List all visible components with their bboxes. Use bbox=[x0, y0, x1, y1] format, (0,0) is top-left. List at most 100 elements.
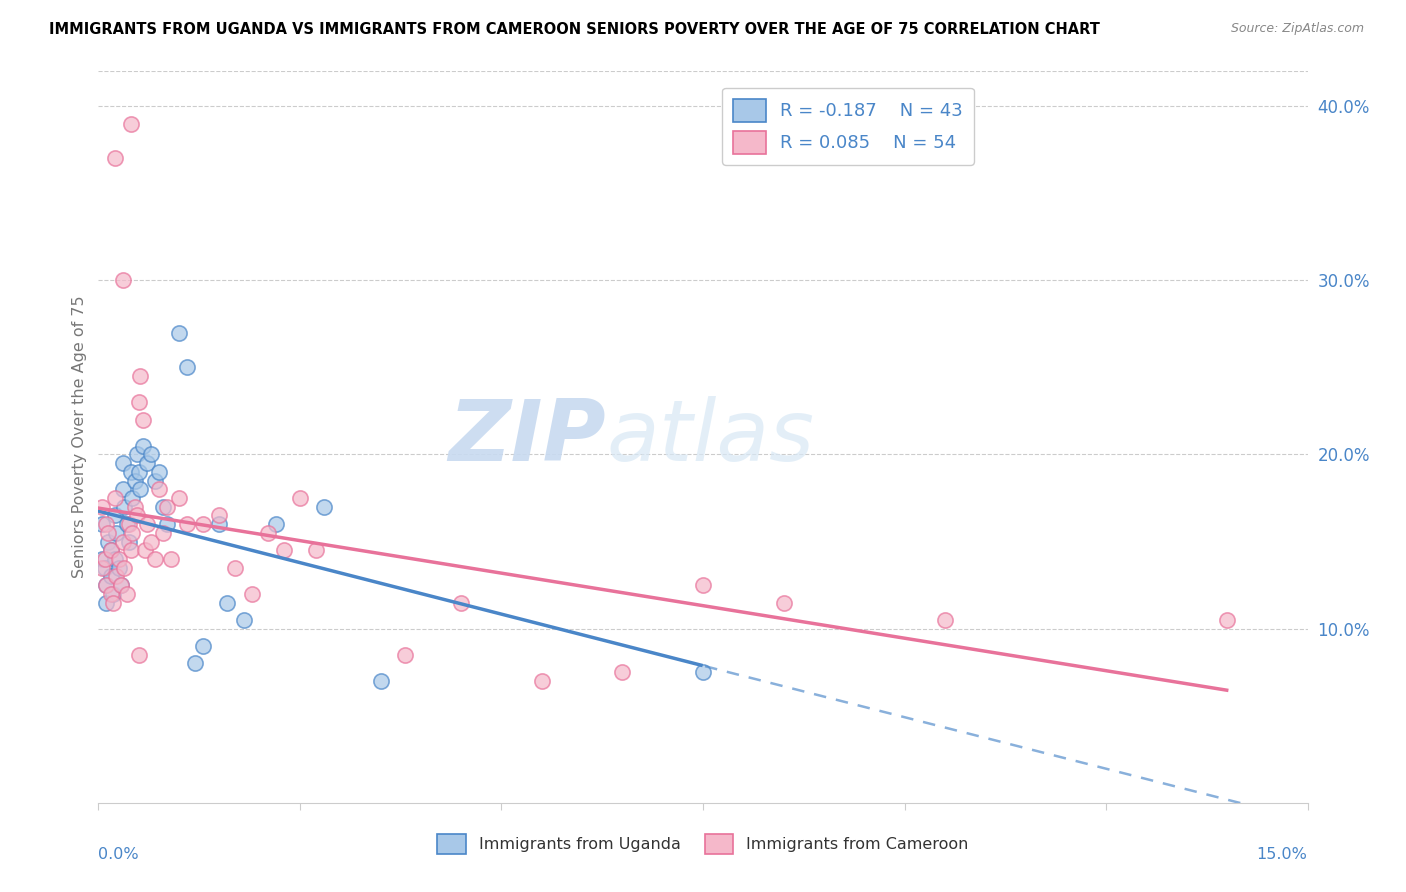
Point bbox=[132, 412, 155, 426]
Point bbox=[160, 552, 183, 566]
Point bbox=[124, 500, 146, 514]
Point bbox=[232, 613, 254, 627]
Point bbox=[107, 560, 129, 574]
Point bbox=[103, 508, 125, 523]
Point bbox=[143, 552, 166, 566]
Point bbox=[1216, 613, 1239, 627]
Point bbox=[370, 673, 392, 688]
Point bbox=[115, 517, 138, 532]
Point bbox=[530, 673, 553, 688]
Point bbox=[103, 491, 125, 505]
Point bbox=[96, 517, 118, 532]
Point bbox=[100, 587, 122, 601]
Point bbox=[107, 552, 129, 566]
Point bbox=[128, 395, 150, 409]
Point bbox=[692, 578, 714, 592]
Point bbox=[91, 517, 114, 532]
Point bbox=[120, 543, 142, 558]
Point bbox=[139, 448, 162, 462]
Point bbox=[105, 525, 128, 540]
Point bbox=[148, 483, 170, 497]
Point bbox=[127, 508, 149, 523]
Point bbox=[121, 525, 143, 540]
Text: ZIP: ZIP bbox=[449, 395, 606, 479]
Point bbox=[105, 569, 128, 583]
Point bbox=[217, 595, 239, 609]
Point bbox=[143, 474, 166, 488]
Point bbox=[118, 534, 141, 549]
Point bbox=[240, 587, 263, 601]
Point bbox=[91, 560, 114, 574]
Point bbox=[135, 517, 157, 532]
Point bbox=[256, 525, 278, 540]
Point bbox=[101, 587, 124, 601]
Point bbox=[111, 456, 134, 470]
Point bbox=[139, 534, 162, 549]
Point bbox=[167, 326, 190, 340]
Point bbox=[156, 517, 179, 532]
Point bbox=[96, 578, 118, 592]
Point bbox=[100, 569, 122, 583]
Point bbox=[120, 117, 142, 131]
Point bbox=[129, 483, 152, 497]
Point bbox=[127, 448, 149, 462]
Point bbox=[273, 543, 295, 558]
Point bbox=[128, 648, 150, 662]
Point bbox=[772, 595, 794, 609]
Point bbox=[314, 500, 336, 514]
Point bbox=[167, 491, 190, 505]
Point bbox=[148, 465, 170, 479]
Text: 0.0%: 0.0% bbox=[98, 847, 139, 862]
Point bbox=[120, 465, 142, 479]
Point bbox=[288, 491, 311, 505]
Point bbox=[176, 360, 198, 375]
Text: Source: ZipAtlas.com: Source: ZipAtlas.com bbox=[1230, 22, 1364, 36]
Point bbox=[264, 517, 287, 532]
Point bbox=[96, 578, 118, 592]
Point bbox=[612, 665, 634, 680]
Point bbox=[97, 525, 120, 540]
Text: 15.0%: 15.0% bbox=[1257, 847, 1308, 862]
Point bbox=[100, 543, 122, 558]
Point bbox=[152, 500, 174, 514]
Point bbox=[111, 534, 134, 549]
Point bbox=[112, 500, 135, 514]
Point bbox=[132, 439, 155, 453]
Point bbox=[129, 369, 152, 384]
Point bbox=[152, 525, 174, 540]
Point bbox=[97, 534, 120, 549]
Point bbox=[135, 456, 157, 470]
Point bbox=[450, 595, 472, 609]
Point bbox=[193, 639, 215, 653]
Point bbox=[110, 578, 132, 592]
Point bbox=[193, 517, 215, 532]
Point bbox=[208, 517, 231, 532]
Point bbox=[111, 273, 134, 287]
Point bbox=[111, 483, 134, 497]
Point bbox=[156, 500, 179, 514]
Point bbox=[91, 552, 114, 566]
Point bbox=[115, 587, 138, 601]
Point bbox=[224, 560, 246, 574]
Point bbox=[118, 517, 141, 532]
Point bbox=[692, 665, 714, 680]
Legend: Immigrants from Uganda, Immigrants from Cameroon: Immigrants from Uganda, Immigrants from … bbox=[432, 828, 974, 861]
Text: atlas: atlas bbox=[606, 395, 814, 479]
Point bbox=[103, 152, 125, 166]
Point bbox=[91, 500, 114, 514]
Text: IMMIGRANTS FROM UGANDA VS IMMIGRANTS FROM CAMEROON SENIORS POVERTY OVER THE AGE : IMMIGRANTS FROM UGANDA VS IMMIGRANTS FRO… bbox=[49, 22, 1099, 37]
Point bbox=[176, 517, 198, 532]
Point bbox=[124, 474, 146, 488]
Point bbox=[934, 613, 956, 627]
Point bbox=[121, 491, 143, 505]
Point bbox=[110, 578, 132, 592]
Point bbox=[96, 595, 118, 609]
Point bbox=[100, 543, 122, 558]
Point bbox=[94, 552, 117, 566]
Point bbox=[184, 657, 207, 671]
Point bbox=[101, 595, 124, 609]
Point bbox=[112, 560, 135, 574]
Point bbox=[103, 552, 125, 566]
Point bbox=[94, 560, 117, 574]
Point bbox=[128, 465, 150, 479]
